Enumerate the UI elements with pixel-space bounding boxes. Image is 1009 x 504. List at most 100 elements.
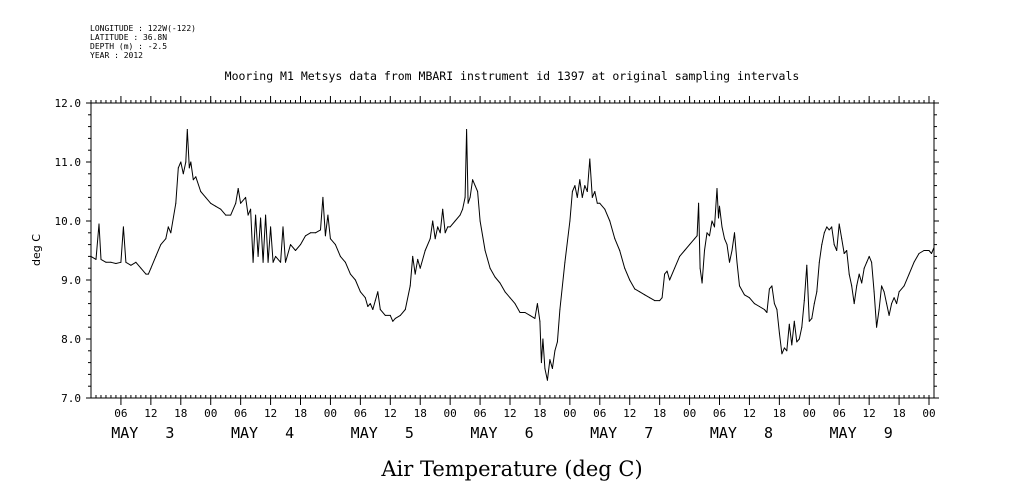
data-point: [868, 255, 870, 257]
data-point: [609, 220, 611, 222]
data-point: [696, 235, 698, 237]
data-point: [424, 250, 426, 251]
x-day-label: MAY 3: [111, 424, 174, 442]
data-point: [364, 297, 366, 299]
data-point: [275, 255, 277, 257]
data-point: [245, 196, 247, 198]
data-point: [791, 344, 793, 346]
data-point: [225, 214, 227, 216]
data-point: [753, 303, 755, 305]
data-point: [327, 214, 329, 216]
data-point: [290, 244, 291, 246]
data-point: [105, 261, 107, 263]
data-point: [771, 285, 773, 287]
data-point: [701, 282, 703, 284]
data-point: [504, 291, 506, 293]
data-point: [614, 238, 616, 240]
data-point: [706, 232, 708, 234]
data-point: [833, 244, 835, 246]
data-point: [432, 220, 434, 222]
data-point: [881, 285, 883, 287]
data-point: [270, 226, 272, 228]
data-point: [536, 303, 538, 305]
x-hour-label: 12: [264, 407, 277, 420]
data-point: [122, 226, 124, 228]
data-point: [826, 226, 828, 228]
data-point: [140, 267, 142, 269]
x-hour-label: 18: [653, 407, 666, 420]
data-point: [659, 300, 661, 302]
x-hour-label: 18: [414, 407, 427, 420]
y-tick-label: 10.0: [55, 215, 82, 228]
x-hour-label: 00: [444, 407, 457, 420]
data-point: [462, 208, 464, 210]
data-point: [444, 232, 446, 234]
data-point: [414, 273, 416, 275]
data-point: [115, 263, 117, 264]
data-point: [165, 238, 167, 240]
data-point: [853, 303, 855, 305]
data-point: [155, 255, 157, 257]
x-hour-label: 18: [294, 407, 307, 420]
plot-frame: [90, 102, 935, 399]
data-point: [377, 291, 379, 293]
data-point: [539, 320, 541, 322]
data-point: [300, 244, 301, 246]
data-point: [813, 303, 815, 305]
x-hour-label: 06: [114, 407, 127, 420]
x-hour-label: 12: [623, 407, 636, 420]
data-point: [559, 309, 561, 310]
y-axis: 7.0 8.0 9.0 10.0 11.0 12.0: [55, 97, 939, 405]
data-point: [689, 244, 691, 246]
data-point: [716, 188, 718, 189]
data-point: [698, 202, 700, 204]
data-point: [255, 214, 257, 216]
y-tick-label: 8.0: [61, 333, 81, 346]
x-axis: 06 12 18 00 06 12 18 00 06 12 18 00 06 12 18 00 06 12 18 00…: [90, 96, 936, 442]
data-point: [664, 273, 666, 275]
data-point: [339, 255, 341, 257]
data-point: [324, 235, 326, 237]
year-label: YEAR : 2012: [90, 51, 143, 60]
data-point: [846, 250, 848, 251]
data-point: [831, 226, 833, 228]
data-point: [679, 255, 681, 257]
data-point: [419, 267, 421, 269]
data-point: [599, 202, 601, 204]
data-point: [863, 267, 865, 269]
data-point: [886, 303, 888, 305]
data-point: [359, 291, 361, 293]
data-point: [896, 303, 898, 305]
data-point: [758, 306, 760, 307]
data-point: [399, 314, 401, 316]
data-point: [589, 158, 591, 160]
data-point: [252, 261, 254, 263]
x-hour-label: 00: [803, 407, 816, 420]
x-hour-label: 18: [174, 407, 187, 420]
data-point: [571, 191, 573, 192]
data-point: [576, 196, 578, 198]
data-point: [285, 261, 286, 263]
data-point: [186, 129, 188, 130]
data-point: [783, 347, 785, 349]
data-point: [509, 297, 511, 299]
data-point: [260, 217, 262, 219]
x-hour-label: 00: [683, 407, 696, 420]
data-point: [736, 261, 738, 263]
data-point: [883, 291, 885, 293]
data-point: [280, 261, 282, 263]
data-point: [267, 261, 269, 263]
data-point: [454, 220, 456, 222]
data-point: [519, 312, 521, 313]
data-point: [763, 309, 765, 310]
x-hour-label: 12: [863, 407, 876, 420]
data-point: [619, 250, 621, 251]
data-point: [788, 323, 790, 325]
data-point: [821, 244, 823, 246]
data-point: [437, 226, 439, 228]
data-point: [215, 205, 217, 207]
data-point: [392, 320, 394, 322]
data-point: [876, 326, 878, 328]
data-point: [542, 338, 544, 340]
data-point: [220, 208, 222, 210]
